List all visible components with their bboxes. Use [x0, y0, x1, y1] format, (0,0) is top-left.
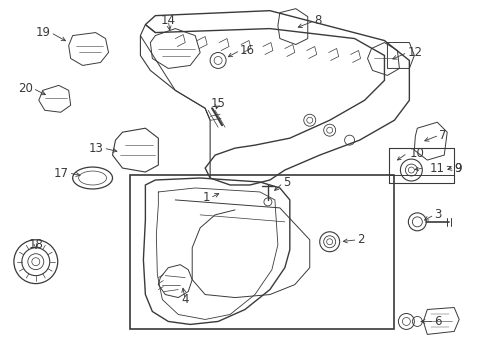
Text: 1: 1: [203, 192, 210, 204]
Text: 10: 10: [409, 147, 424, 159]
Text: 15: 15: [211, 97, 225, 110]
Text: 11: 11: [429, 162, 444, 175]
Text: 19: 19: [36, 26, 51, 39]
Text: 9: 9: [454, 162, 462, 175]
Text: 8: 8: [315, 14, 322, 27]
Text: 13: 13: [89, 141, 103, 155]
Text: 9: 9: [454, 162, 462, 175]
Text: 12: 12: [407, 46, 422, 59]
Text: 6: 6: [434, 315, 442, 328]
Text: 4: 4: [181, 293, 189, 306]
Text: 18: 18: [28, 238, 43, 251]
Text: 14: 14: [161, 14, 176, 27]
Text: 5: 5: [283, 176, 290, 189]
Text: 3: 3: [434, 208, 441, 221]
Text: 16: 16: [240, 44, 255, 57]
Bar: [390, 148, 454, 183]
Text: 20: 20: [18, 82, 33, 95]
Text: 7: 7: [439, 129, 447, 142]
Text: 2: 2: [358, 233, 365, 246]
Text: 17: 17: [54, 167, 69, 180]
Bar: [130, 175, 394, 329]
